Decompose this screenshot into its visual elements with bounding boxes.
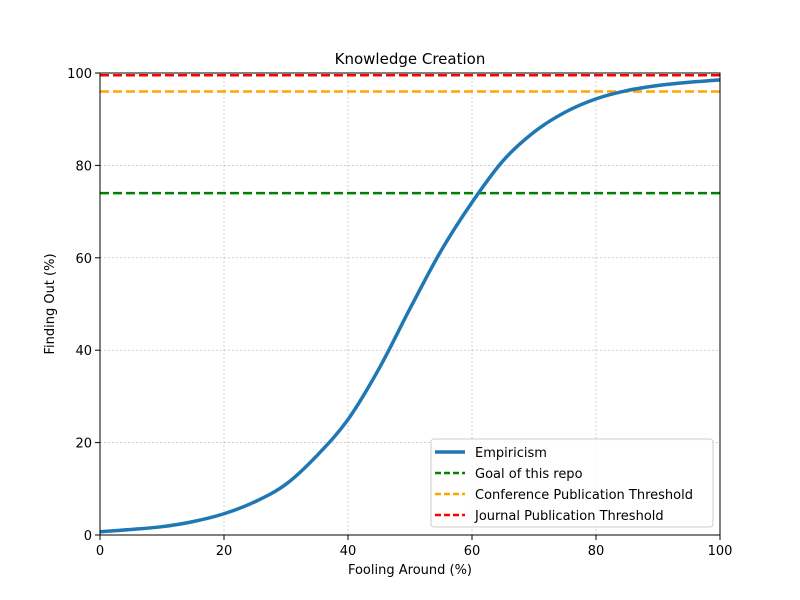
x-tick-label: 100 bbox=[708, 544, 733, 559]
y-tick-label: 100 bbox=[67, 67, 92, 82]
chart-title: Knowledge Creation bbox=[335, 50, 486, 68]
y-tick-label: 40 bbox=[75, 344, 92, 359]
x-tick-label: 20 bbox=[216, 544, 233, 559]
legend-box bbox=[430, 438, 714, 528]
axis-ticks: 0 20 40 60 80 100 0 20 40 60 80 100 bbox=[67, 67, 732, 559]
y-tick-label: 80 bbox=[75, 159, 92, 174]
x-tick-label: 40 bbox=[340, 544, 357, 559]
y-tick-label: 0 bbox=[84, 529, 92, 544]
legend: Empiricism Goal of this repo Conference Pu… bbox=[430, 438, 714, 528]
plot-frame bbox=[99, 72, 721, 536]
legend-entry-goal-line-label: Goal of this repo bbox=[475, 467, 583, 482]
x-tick-label: 80 bbox=[588, 544, 605, 559]
y-tick-label: 20 bbox=[75, 437, 92, 452]
series-line-empiricism bbox=[99, 78, 721, 534]
legend-entry-conference-threshold-line-label: Conference Publication Threshold bbox=[475, 488, 693, 503]
x-axis-label: Fooling Around (%) bbox=[348, 563, 472, 578]
x-tick-label: 0 bbox=[96, 544, 104, 559]
x-tick-label: 60 bbox=[464, 544, 481, 559]
legend-entry-empiricism-label: Empiricism bbox=[475, 446, 547, 461]
y-tick-label: 60 bbox=[75, 252, 92, 267]
y-axis-label: Finding Out (%) bbox=[43, 253, 58, 354]
legend-entry-journal-threshold-line-label: Journal Publication Threshold bbox=[474, 509, 664, 524]
series-lines bbox=[99, 78, 721, 534]
